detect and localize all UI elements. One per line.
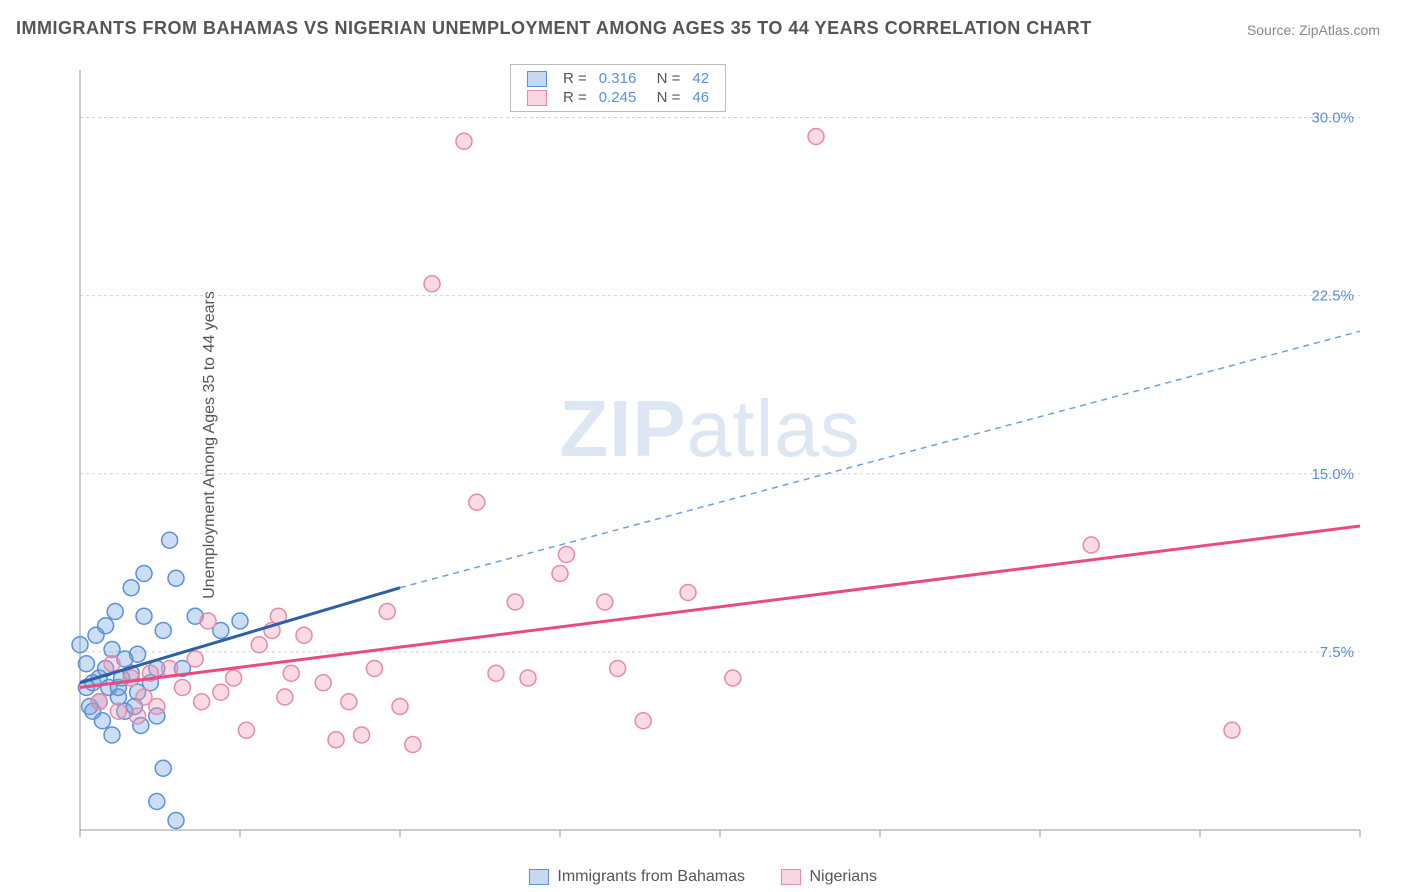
r-label: R = (557, 69, 593, 88)
n-value: 46 (686, 88, 715, 107)
svg-text:15.0%: 15.0% (1311, 466, 1354, 483)
r-value: 0.316 (593, 69, 643, 88)
n-label: N = (642, 69, 686, 88)
legend-swatch (781, 869, 801, 885)
legend-swatch (529, 869, 549, 885)
n-label: N = (642, 88, 686, 107)
legend-swatch (527, 90, 547, 106)
chart-area: Unemployment Among Ages 35 to 44 years Z… (50, 50, 1370, 840)
correlation-legend: R =0.316 N =42 R =0.245 N =46 (510, 64, 726, 112)
n-value: 42 (686, 69, 715, 88)
legend-swatch (527, 71, 547, 87)
svg-text:7.5%: 7.5% (1320, 644, 1354, 661)
r-label: R = (557, 88, 593, 107)
r-value: 0.245 (593, 88, 643, 107)
svg-text:22.5%: 22.5% (1311, 288, 1354, 305)
legend-label: Immigrants from Bahamas (557, 868, 745, 885)
source-label: Source: ZipAtlas.com (1247, 22, 1380, 38)
chart-title: IMMIGRANTS FROM BAHAMAS VS NIGERIAN UNEM… (16, 18, 1092, 39)
svg-text:30.0%: 30.0% (1311, 110, 1354, 127)
legend-label: Nigerians (809, 868, 877, 885)
scatter-plot: 7.5%15.0%22.5%30.0%0.0%20.0% (50, 50, 1370, 840)
series-legend: Immigrants from Bahamas Nigerians (511, 868, 895, 886)
legend-item: Immigrants from Bahamas (529, 868, 745, 886)
legend-item: Nigerians (781, 868, 877, 886)
